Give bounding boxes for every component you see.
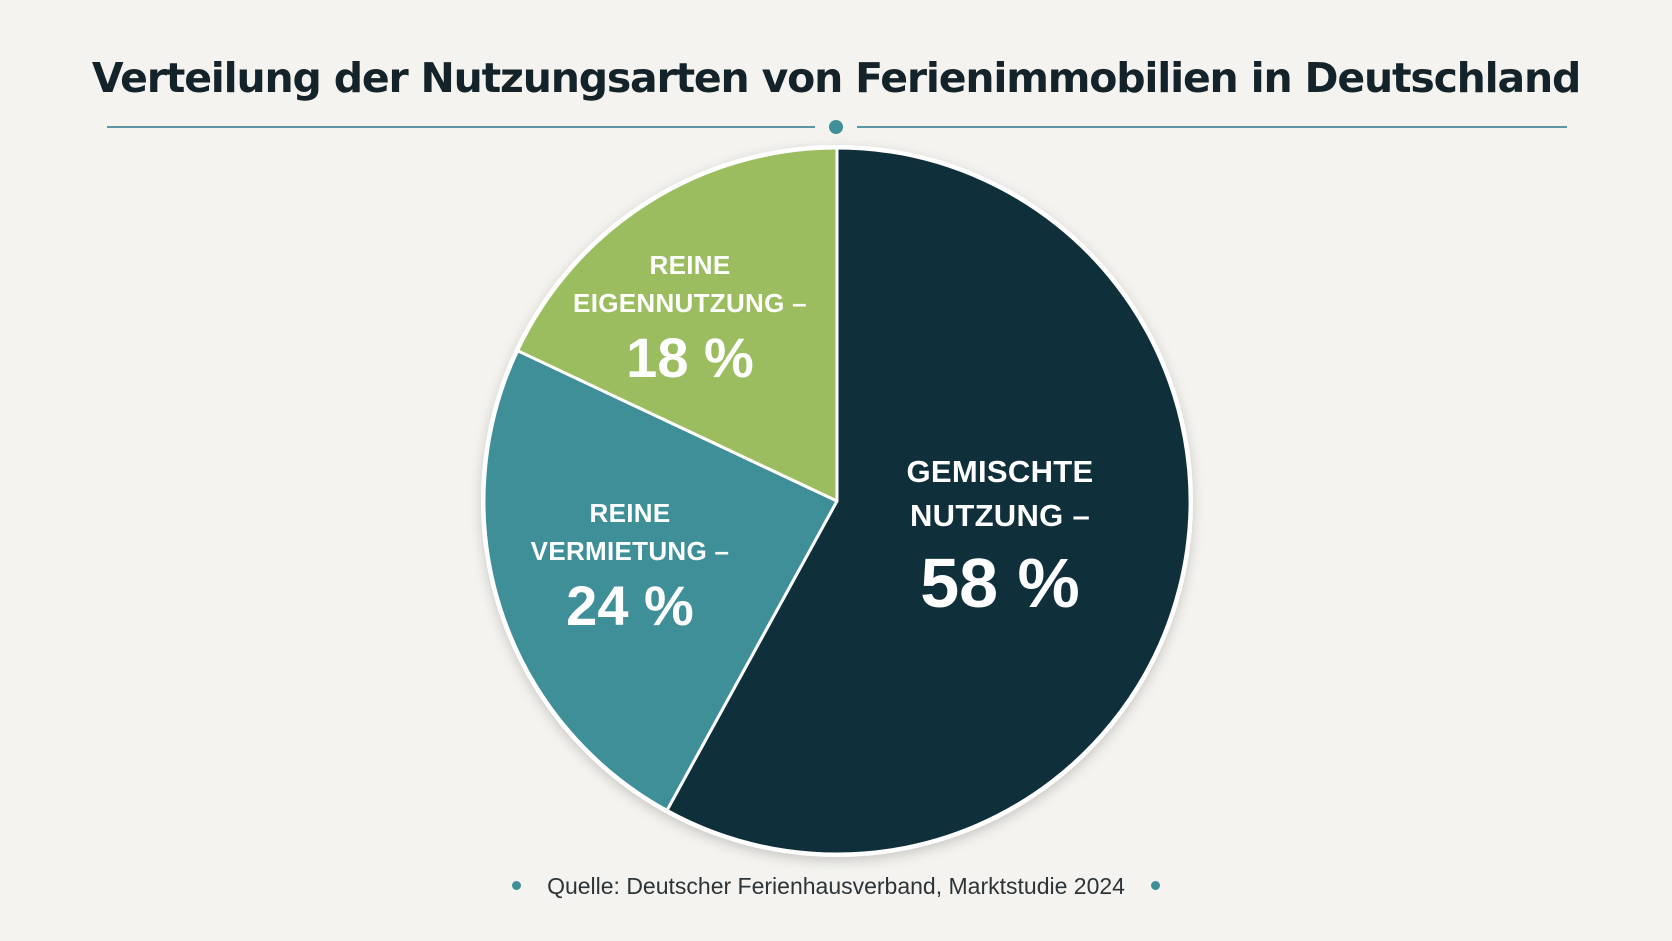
slice-name-line2: NUTZUNG – bbox=[909, 498, 1091, 533]
slice-value-eigennutzung: 18 % bbox=[626, 326, 754, 389]
source-text: Quelle: Deutscher Ferienhausverband, Mar… bbox=[547, 873, 1125, 899]
slice-value-vermietung: 24 % bbox=[566, 574, 694, 637]
pie-slice-2 bbox=[516, 146, 839, 503]
slice-name-line1: REINE bbox=[649, 250, 731, 280]
slice-name-line1: GEMISCHTE bbox=[906, 454, 1094, 489]
slice-name-line2: VERMIETUNG – bbox=[530, 536, 730, 566]
slice-label-eigennutzung: REINE EIGENNUTZUNG – 18 % bbox=[560, 246, 820, 386]
source-bullet-left bbox=[512, 881, 522, 891]
title-divider-dot bbox=[829, 120, 843, 134]
source-note: Quelle: Deutscher Ferienhausverband, Mar… bbox=[0, 873, 1672, 900]
slice-name-line2: EIGENNUTZUNG – bbox=[573, 288, 807, 318]
chart-title: Verteilung der Nutzungsarten von Ferieni… bbox=[91, 54, 1581, 102]
title-divider-left bbox=[107, 126, 815, 128]
slice-label-vermietung: REINE VERMIETUNG – 24 % bbox=[510, 494, 750, 634]
source-bullet-right bbox=[1150, 881, 1160, 891]
title-divider-right bbox=[857, 126, 1567, 128]
pie-slices bbox=[482, 146, 1192, 856]
pie-slice-1 bbox=[482, 349, 839, 812]
pie-slice-0 bbox=[665, 146, 1192, 856]
slice-label-gemischte-nutzung: GEMISCHTE NUTZUNG – 58 % bbox=[870, 450, 1130, 618]
slice-value-gemischte-nutzung: 58 % bbox=[920, 544, 1080, 622]
slice-name-line1: REINE bbox=[589, 498, 671, 528]
